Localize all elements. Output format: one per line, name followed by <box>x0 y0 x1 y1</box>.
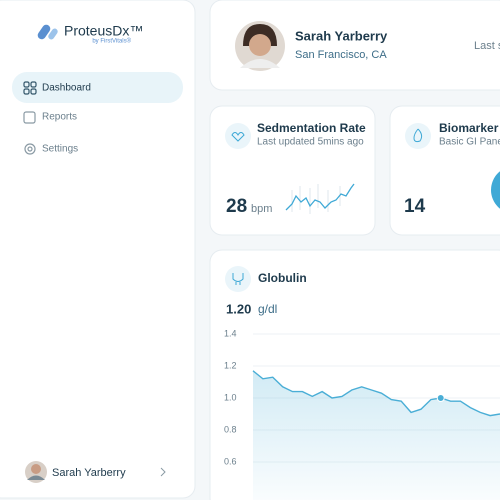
header-avatar <box>235 21 285 71</box>
globulin-unit: g/dl <box>258 302 277 316</box>
card-subtitle: Basic GI Pane <box>439 137 500 148</box>
card-icon <box>405 123 431 149</box>
card-icon <box>225 266 251 292</box>
nav-item[interactable]: Settings <box>42 144 78 155</box>
globulin-title: Globulin <box>258 271 307 285</box>
organ-icon <box>232 273 244 285</box>
card-value: 28 <box>226 196 247 217</box>
flame-icon <box>413 128 423 143</box>
chevron[interactable] <box>160 467 166 477</box>
biomarker-orb <box>491 171 500 209</box>
nav-icons <box>23 81 37 155</box>
header-card <box>209 0 500 91</box>
y-tick-label: 1.4 <box>224 328 237 338</box>
user-avatar <box>25 461 47 483</box>
card-subtitle: Last updated 5mins ago <box>257 137 364 148</box>
card-title: Biomarker <box>439 121 499 135</box>
header-status: Last s <box>474 40 500 52</box>
nav-item[interactable]: Dashboard <box>42 83 91 94</box>
highlight-point <box>436 394 445 402</box>
logo-icon <box>37 24 58 40</box>
y-tick-label: 1.2 <box>224 360 237 370</box>
y-tick-label: 0.6 <box>224 456 237 466</box>
header-location: San Francisco, CA <box>295 49 387 61</box>
logo-name: ProteusDx™ <box>64 23 143 39</box>
sidebar <box>0 0 196 499</box>
header-name: Sarah Yarberry <box>295 28 388 43</box>
sparkline <box>285 183 355 211</box>
y-tick-label: 0.8 <box>224 424 237 434</box>
metric-card[interactable] <box>209 105 376 236</box>
card-title: Sedmentation Rate <box>257 121 366 135</box>
card-icon <box>225 123 251 149</box>
card-value: 14 <box>404 196 426 217</box>
y-tick-label: 1.0 <box>224 392 237 402</box>
heart-icon <box>231 132 245 142</box>
nav-active-bg <box>12 72 183 103</box>
nav-item[interactable]: Reports <box>42 112 77 123</box>
sparkline-bars <box>291 184 341 214</box>
line <box>252 370 500 417</box>
area <box>253 370 500 500</box>
globulin-chart: 1.4 1.2 1.0 0.8 0.6 <box>224 328 500 500</box>
globulin-value: 1.20 <box>226 301 251 316</box>
logo-byline: by FirstVitals® <box>92 38 131 45</box>
user-name[interactable]: Sarah Yarberry <box>52 467 126 479</box>
card-unit: bpm <box>251 203 272 215</box>
